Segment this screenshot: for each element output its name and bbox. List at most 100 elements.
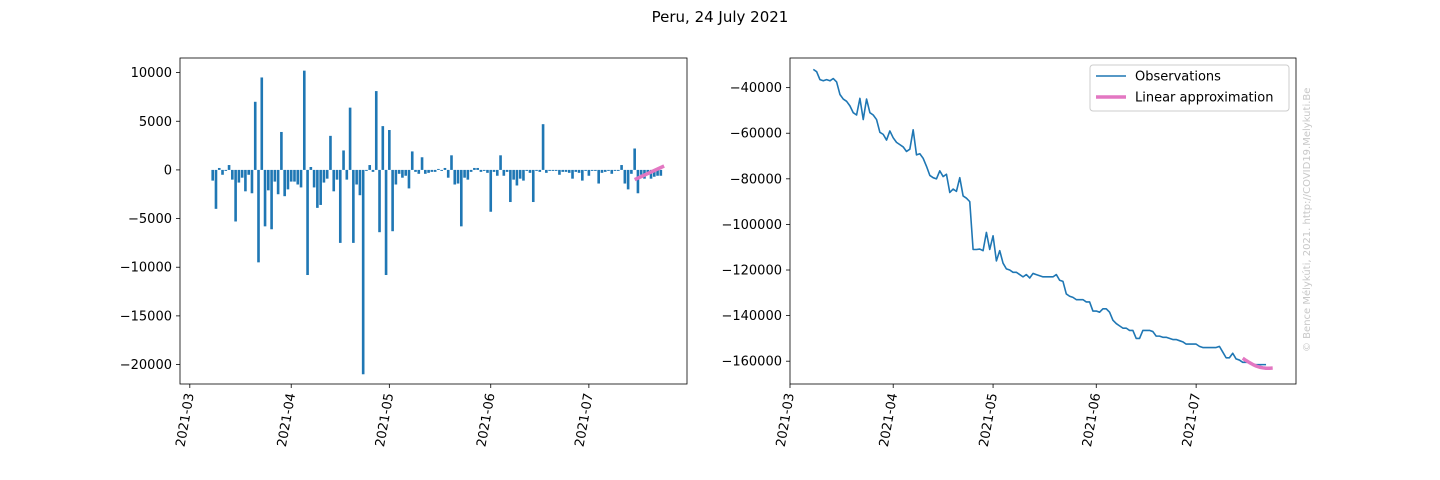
bar: [515, 169, 519, 186]
bar: [541, 124, 545, 170]
bar: [613, 169, 617, 171]
bar: [227, 165, 231, 170]
bar: [630, 169, 633, 174]
y-tick-label: −140000: [721, 309, 782, 324]
bar: [306, 169, 309, 276]
bar: [244, 169, 247, 192]
bar: [361, 169, 365, 375]
y-tick-label: 0: [164, 163, 172, 178]
bar: [571, 169, 574, 179]
y-tick-label: −10000: [120, 261, 172, 276]
bar: [459, 169, 463, 227]
x-tick-label: 2021-05: [373, 392, 397, 448]
bar: [652, 169, 656, 177]
bar: [316, 169, 319, 208]
bar: [561, 169, 565, 172]
bar: [538, 169, 542, 172]
bar: [404, 169, 408, 176]
bar: [476, 167, 479, 170]
bar: [253, 101, 257, 170]
bar: [280, 131, 283, 170]
bar: [577, 169, 581, 173]
bar: [250, 169, 254, 194]
bar: [551, 169, 555, 171]
bar: [590, 169, 594, 171]
x-tick-label: 2021-07: [573, 392, 597, 448]
bar: [492, 169, 496, 172]
bar: [211, 169, 215, 181]
bar: [535, 169, 538, 171]
y-tick-label: −100000: [721, 218, 782, 233]
x-tick-label: 2021-06: [1080, 392, 1104, 448]
legend-frame: [1089, 64, 1290, 112]
bar: [371, 169, 375, 172]
bar: [479, 169, 483, 172]
bar: [656, 169, 659, 176]
line-chart-axes: −160000 −140000 −120000 −100000 −80000 −60000…: [721, 57, 1297, 448]
x-tick-label: 2021-03: [174, 392, 198, 448]
bar: [293, 169, 296, 182]
bar: [509, 169, 512, 203]
y-tick-label: 10000: [131, 66, 172, 81]
bar: [352, 169, 355, 243]
bar: [286, 169, 290, 190]
bar: [499, 155, 502, 170]
bar: [224, 169, 228, 171]
bar: [427, 169, 430, 173]
bar: [456, 169, 460, 184]
bar: [528, 169, 532, 173]
bar: [420, 157, 424, 170]
bar: [600, 169, 604, 173]
bar: [355, 169, 358, 185]
bar: [545, 169, 548, 173]
bar: [558, 169, 561, 175]
bar: [505, 169, 509, 172]
bar: [319, 169, 322, 205]
bar: [214, 169, 218, 209]
bar: [358, 169, 362, 196]
bar: [473, 167, 476, 170]
bar: [554, 169, 558, 171]
bar: [607, 169, 610, 171]
bar: [603, 169, 607, 172]
bar: [309, 166, 313, 170]
bar: [430, 169, 434, 172]
legend: Observations Linear approximation: [1089, 64, 1290, 112]
bar: [240, 169, 244, 178]
bar: [322, 169, 326, 183]
bar: [597, 169, 600, 184]
bar: [332, 169, 336, 192]
bar: [525, 169, 529, 171]
bar: [267, 169, 270, 191]
bar: [469, 169, 473, 172]
bar: [659, 169, 663, 176]
bar: [263, 169, 267, 227]
bar: [581, 169, 584, 181]
bar: [626, 169, 630, 190]
trend-line: [633, 164, 665, 182]
y-tick-label: 5000: [139, 115, 172, 130]
x-tick-label: 2021-04: [877, 392, 901, 448]
bar: [365, 169, 368, 171]
legend-label: Observations: [1135, 70, 1221, 85]
y-tick-label: −160000: [721, 355, 782, 370]
bar: [587, 169, 591, 176]
bar: [518, 169, 522, 179]
x-tick-label: 2021-05: [977, 392, 1001, 448]
legend-label: Linear approximation: [1135, 91, 1273, 106]
bar: [649, 169, 653, 179]
bar: [564, 169, 568, 172]
bar: [296, 169, 300, 185]
bar: [410, 151, 414, 170]
bar: [639, 169, 643, 175]
bar: [312, 169, 316, 188]
bar: [247, 169, 250, 175]
bar: [502, 169, 506, 176]
bar: [463, 169, 466, 178]
bar: [273, 169, 277, 182]
bar: [221, 169, 224, 175]
bar: [368, 165, 372, 170]
bar: [384, 169, 388, 276]
bar: [633, 148, 636, 170]
